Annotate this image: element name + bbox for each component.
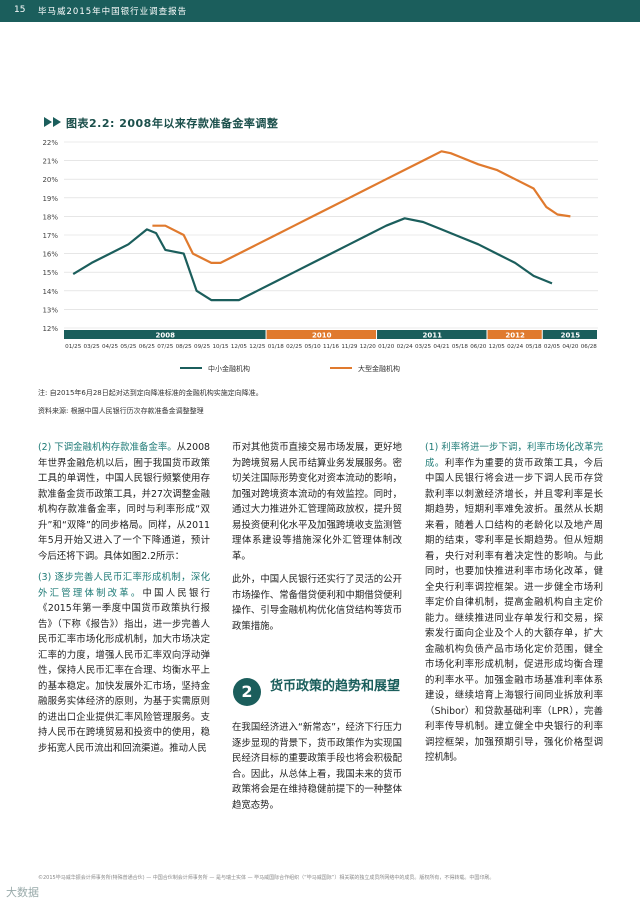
col1-body-2: 中国人民银行《2015年第一季度中国货币政策执行报告》（下称《报告》）指出，进一… — [38, 587, 210, 754]
footer-text: ©2015毕马威华振会计师事务所(特殊普通合伙) — 中国合伙制会计师事务所 —… — [38, 875, 495, 881]
column-2-lower: 在我国经济进入“新常态”，经济下行压力逐步显现的背景下，货币政策作为实现国民经济… — [232, 720, 402, 819]
x-tick-label: 02/24 — [507, 344, 524, 350]
year-band-label: 2015 — [561, 332, 581, 340]
x-tick-label: 10/15 — [212, 344, 229, 350]
y-tick-label: 22% — [42, 139, 58, 147]
chart-note: 注: 自2015年6月28日起对达到定向降准标准的金融机构实施定向降准。 — [38, 389, 263, 397]
x-tick-label: 12/25 — [249, 344, 266, 350]
arrows-icon — [44, 117, 61, 127]
section-number-badge: 2 — [233, 678, 261, 706]
y-tick-label: 15% — [42, 269, 58, 277]
x-tick-label: 06/20 — [470, 344, 487, 350]
x-tick-label: 05/18 — [525, 344, 542, 350]
column-3: (1) 利率将进一步下调，利率市场化改革完成。利率作为重要的货币政策工具，今后中… — [425, 440, 603, 772]
y-tick-label: 13% — [42, 306, 58, 314]
x-tick-label: 05/25 — [120, 344, 137, 350]
watermark-logo: 大数据 — [6, 886, 39, 899]
y-tick-label: 17% — [42, 232, 58, 240]
figure-title: 图表2.2: 2008年以来存款准备金率调整 — [66, 117, 279, 130]
x-tick-label: 03/25 — [84, 344, 101, 350]
year-band — [64, 330, 266, 339]
series-line — [72, 217, 553, 302]
year-band-label: 2010 — [312, 332, 332, 340]
chart-source: 资料来源: 根据中国人民银行历次存款准备金调整整理 — [38, 407, 204, 415]
year-band — [487, 330, 542, 339]
x-tick-label: 04/20 — [562, 344, 579, 350]
x-tick-label: 06/25 — [139, 344, 156, 350]
x-tick-label: 03/25 — [415, 344, 432, 350]
year-band-label: 2008 — [156, 332, 176, 340]
col1-heading-2: (3) 逐步完善人民币汇率形成机制，深化外汇管理体制改革。 — [38, 572, 210, 599]
x-tick-label: 06/28 — [581, 344, 598, 350]
year-band-label: 2011 — [423, 332, 443, 340]
col1-heading-1: (2) 下调金融机构存款准备金率。 — [38, 442, 177, 453]
x-tick-label: 05/10 — [305, 344, 322, 350]
y-tick-label: 12% — [42, 325, 58, 333]
x-tick-label: 11/16 — [323, 344, 340, 350]
year-band-label: 2012 — [505, 332, 525, 340]
x-tick-label: 01/20 — [378, 344, 395, 350]
x-tick-label: 02/24 — [397, 344, 414, 350]
x-tick-label: 05/18 — [452, 344, 469, 350]
series-line — [152, 150, 571, 264]
year-band — [266, 330, 377, 339]
x-tick-label: 08/25 — [176, 344, 193, 350]
report-title: 毕马威2015年中国银行业调查报告 — [38, 7, 188, 17]
col2-para-2: 此外，中国人民银行还实行了灵活的公开市场操作、常备借贷便利和中期借贷便利操作、引… — [232, 574, 402, 632]
header-bar: 15 毕马威2015年中国银行业调查报告 — [0, 0, 640, 22]
y-tick-label: 19% — [42, 195, 58, 203]
x-tick-label: 01/25 — [65, 344, 82, 350]
y-tick-label: 18% — [42, 213, 58, 221]
legend-label: 大型金融机构 — [358, 364, 400, 373]
line-chart: 12% 13% 14% 15% 16% 17% 18% 19% 20% 21% 22% 2008 201… — [42, 139, 598, 373]
column-2: 币对其他货币直接交易市场发展，更好地为跨境贸易人民币结算业务发展服务。密切关注国… — [232, 440, 402, 640]
x-tick-label: 02/25 — [286, 344, 303, 350]
x-tick-label: 04/25 — [102, 344, 119, 350]
col1-body-1: 从2008年世界金融危机以后，囿于我国货币政策工具的单调性，中国人民银行频繁使用… — [38, 442, 211, 562]
x-tick-label: 09/25 — [194, 344, 211, 350]
x-tick-label: 04/21 — [433, 344, 450, 350]
col2-para-1: 币对其他货币直接交易市场发展，更好地为跨境贸易人民币结算业务发展服务。密切关注国… — [232, 442, 402, 562]
col3-body-1: 利率作为重要的货币政策工具，今后中国人民银行将会进一步下调人民币存贷款利率以刺激… — [425, 457, 603, 764]
col3-heading-1: (1) 利率将进一步下调，利率市场化改革完成。 — [425, 442, 603, 469]
x-tick-label: 11/29 — [341, 344, 358, 350]
year-band — [542, 330, 597, 339]
y-tick-label: 14% — [42, 288, 58, 296]
page-number: 15 — [14, 5, 26, 15]
x-tick-label: 01/18 — [268, 344, 285, 350]
x-tick-label: 02/05 — [544, 344, 561, 350]
y-tick-label: 20% — [42, 176, 58, 184]
year-band — [377, 330, 487, 339]
y-tick-label: 16% — [42, 251, 58, 259]
x-tick-label: 07/25 — [157, 344, 174, 350]
legend-label: 中小金融机构 — [208, 364, 250, 373]
y-tick-label: 21% — [42, 158, 58, 166]
x-tick-label: 12/20 — [360, 344, 377, 350]
col2-para-3: 在我国经济进入“新常态”，经济下行压力逐步显现的背景下，货币政策作为实现国民经济… — [232, 722, 402, 811]
x-tick-label: 12/05 — [489, 344, 506, 350]
x-tick-label: 12/05 — [231, 344, 248, 350]
section-title: 货币政策的趋势和展望 — [270, 679, 401, 694]
column-1: (2) 下调金融机构存款准备金率。从2008年世界金融危机以后，囿于我国货币政策… — [38, 440, 210, 762]
